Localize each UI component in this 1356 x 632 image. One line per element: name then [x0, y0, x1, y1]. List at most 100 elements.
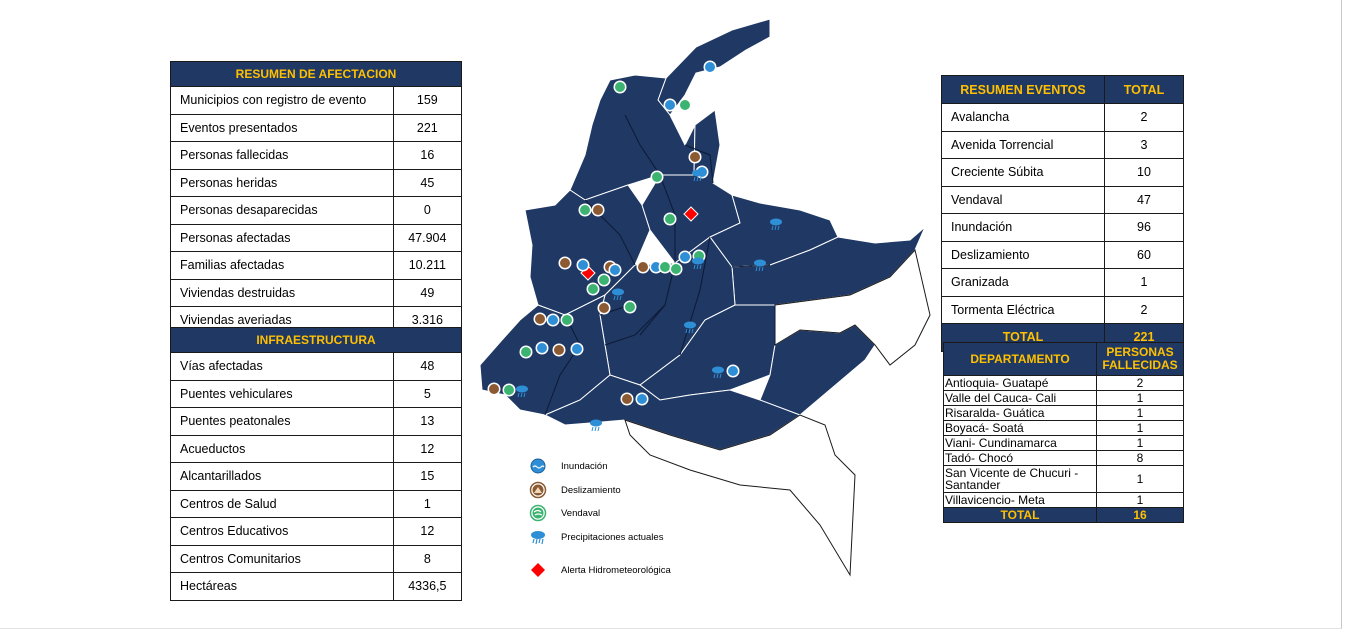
- windstorm-icon: [663, 212, 677, 226]
- rain-cloud-icon: [531, 531, 545, 545]
- fallecidas-header-depto: DEPARTAMENTO: [943, 342, 1097, 376]
- legend-alerta-label: Alerta Hidrometeorológica: [561, 564, 671, 576]
- landslide-icon: [591, 203, 605, 217]
- landslide-icon: [688, 150, 702, 164]
- infraestructura-row-value: 4336,5: [392, 572, 463, 601]
- eventos-row: Avenida Torrencial 3: [941, 130, 1184, 159]
- afectacion-row: Viviendas destruidas 49: [170, 278, 463, 307]
- afectacion-row: Municipios con registro de evento 159: [170, 86, 463, 115]
- infraestructura-row-value: 1: [392, 489, 463, 518]
- landslide-icon: [552, 343, 566, 357]
- flood-icon: [663, 98, 677, 112]
- eventos-row: Tormenta Eléctrica 2: [941, 295, 1184, 324]
- eventos-header-label: RESUMEN EVENTOS: [941, 75, 1105, 104]
- windstorm-icon: [586, 282, 600, 296]
- rain-cloud-icon: [712, 366, 724, 379]
- eventos-row-label: Avalancha: [941, 103, 1105, 132]
- afectacion-row-value: 221: [392, 113, 463, 142]
- fallecidas-row-value: 8: [1096, 450, 1184, 466]
- infraestructura-row: Vías afectadas 48: [170, 352, 463, 381]
- infraestructura-row-label: Alcantarillados: [170, 462, 394, 491]
- infraestructura-row-value: 12: [392, 517, 463, 546]
- eventos-row-label: Tormenta Eléctrica: [941, 295, 1105, 324]
- afectacion-row-label: Personas afectadas: [170, 223, 394, 252]
- flood-icon: [703, 60, 717, 74]
- colombia-map: [479, 18, 931, 577]
- flood-icon: [576, 258, 590, 272]
- legend-inundacion: Inundación: [529, 457, 607, 475]
- infraestructura-row-label: Puentes peatonales: [170, 407, 394, 436]
- afectacion-row-value: 47.904: [392, 223, 463, 252]
- infraestructura-row-value: 5: [392, 379, 463, 408]
- fallecidas-row-value: 1: [1096, 420, 1184, 436]
- infraestructura-row: Hectáreas 4336,5: [170, 572, 463, 601]
- fallecidas-total-label: TOTAL: [943, 507, 1097, 523]
- landslide-icon: [487, 382, 501, 396]
- map-regions: [479, 18, 931, 577]
- fallecidas-header-personas: PERSONAS FALLECIDAS: [1096, 342, 1184, 376]
- infraestructura-row-label: Hectáreas: [170, 572, 394, 601]
- afectacion-row-label: Personas fallecidas: [170, 141, 394, 170]
- fallecidas-row-value: 1: [1096, 405, 1184, 421]
- infraestructura-row-label: Vías afectadas: [170, 352, 394, 381]
- eventos-row-label: Deslizamiento: [941, 240, 1105, 269]
- eventos-row: Granizada 1: [941, 268, 1184, 297]
- fallecidas-row-label: Risaralda- Guática: [943, 405, 1097, 421]
- fallecidas-row-label: Valle del Cauca- Cali: [943, 390, 1097, 406]
- windstorm-icon: [519, 345, 533, 359]
- eventos-row-value: 96: [1104, 213, 1184, 242]
- infraestructura-row: Centros Comunitarios 8: [170, 544, 463, 573]
- fallecidas-row: Risaralda- Guática 1: [943, 405, 1184, 421]
- eventos-row-value: 1: [1104, 268, 1184, 297]
- flood-icon: [546, 313, 560, 327]
- legend-alerta: Alerta Hidrometeorológica: [529, 561, 671, 579]
- afectacion-row-label: Familias afectadas: [170, 251, 394, 280]
- eventos-row: Inundación 96: [941, 213, 1184, 242]
- rain-cloud-icon: [684, 321, 696, 334]
- region-oriente: [774, 248, 931, 366]
- infraestructura-row: Puentes vehiculares 5: [170, 379, 463, 408]
- infraestructura-row: Centros Educativos 12: [170, 517, 463, 546]
- eventos-row-value: 10: [1104, 158, 1184, 187]
- fallecidas-row-label: Tadó- Chocó: [943, 450, 1097, 466]
- rain-cloud-icon: [612, 288, 624, 301]
- infraestructura-row: Puentes peatonales 13: [170, 407, 463, 436]
- windstorm-icon: [578, 203, 592, 217]
- fallecidas-header-line2: FALLECIDAS: [1102, 358, 1178, 372]
- fallecidas-row-value: 1: [1096, 435, 1184, 451]
- eventos-row: Deslizamiento 60: [941, 240, 1184, 269]
- infraestructura-row-label: Centros Comunitarios: [170, 544, 394, 573]
- windstorm-icon: [678, 98, 692, 112]
- infraestructura-row-value: 13: [392, 407, 463, 436]
- warning-diamond-icon: [531, 563, 545, 577]
- fallecidas-row-value: 2: [1096, 375, 1184, 391]
- legend-vendaval-label: Vendaval: [561, 507, 601, 519]
- eventos-row: Avalancha 2: [941, 103, 1184, 132]
- fallecidas-row: Valle del Cauca- Cali 1: [943, 390, 1184, 406]
- infraestructura-row-label: Acueductos: [170, 434, 394, 463]
- windstorm-icon: [597, 273, 611, 287]
- afectacion-table: RESUMEN DE AFECTACION Municipios con reg…: [170, 61, 463, 335]
- afectacion-row: Personas afectadas 47.904: [170, 223, 463, 252]
- afectacion-row: Familias afectadas 10.211: [170, 251, 463, 280]
- infraestructura-header: INFRAESTRUCTURA: [170, 327, 462, 353]
- fallecidas-row-label: Viani- Cundinamarca: [943, 435, 1097, 451]
- fallecidas-row-label: Villavicencio- Meta: [943, 492, 1097, 508]
- landslide-icon: [636, 260, 650, 274]
- rain-cloud-icon: [516, 385, 528, 398]
- landslide-icon: [597, 301, 611, 315]
- infraestructura-row-label: Centros Educativos: [170, 517, 394, 546]
- infraestructura-row-label: Puentes vehiculares: [170, 379, 394, 408]
- infraestructura-row-label: Centros de Salud: [170, 489, 394, 518]
- afectacion-row-value: 49: [392, 278, 463, 307]
- afectacion-row: Eventos presentados 221: [170, 113, 463, 142]
- eventos-header-total: TOTAL: [1104, 75, 1184, 104]
- eventos-row-label: Creciente Súbita: [941, 158, 1105, 187]
- eventos-row-value: 2: [1104, 295, 1184, 324]
- fallecidas-row-label: Boyacá- Soatá: [943, 420, 1097, 436]
- event-markers: [487, 60, 782, 432]
- afectacion-row-value: 45: [392, 168, 463, 197]
- region-amazonas: [624, 414, 856, 577]
- afectacion-header: RESUMEN DE AFECTACION: [170, 61, 462, 87]
